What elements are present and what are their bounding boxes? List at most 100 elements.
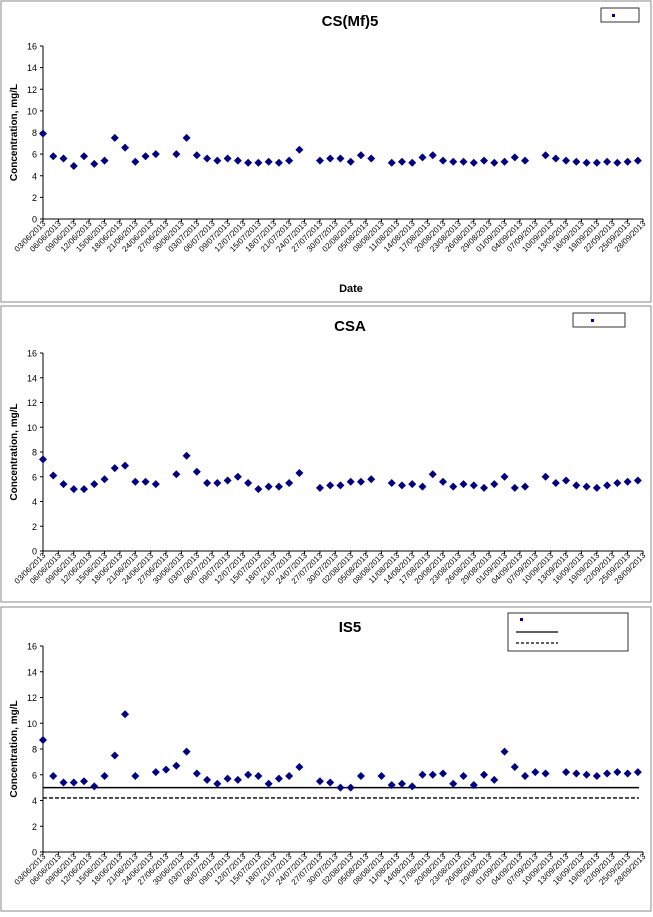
- data-point: [613, 478, 622, 487]
- data-point: [490, 775, 499, 784]
- data-point: [480, 483, 489, 492]
- y-tick-label: 12: [27, 693, 37, 703]
- data-point: [397, 481, 406, 490]
- data-point: [315, 777, 324, 786]
- data-point: [151, 768, 160, 777]
- data-point: [203, 775, 212, 784]
- y-tick-label: 2: [32, 522, 37, 532]
- data-point: [603, 481, 612, 490]
- data-point: [203, 154, 212, 163]
- data-point: [69, 778, 78, 787]
- data-point: [69, 162, 78, 171]
- data-point: [69, 485, 78, 494]
- data-point: [336, 783, 345, 792]
- data-point: [141, 152, 150, 161]
- data-point: [418, 482, 427, 491]
- data-point: [192, 467, 201, 476]
- data-point: [49, 471, 58, 480]
- data-point: [428, 151, 437, 160]
- data-point: [572, 769, 581, 778]
- data-point: [254, 485, 263, 494]
- data-point: [223, 154, 232, 163]
- data-point: [346, 477, 355, 486]
- data-point: [100, 156, 109, 165]
- data-point: [285, 772, 294, 781]
- y-tick-label: 8: [32, 745, 37, 755]
- y-tick-label: 4: [32, 796, 37, 806]
- legend: [600, 7, 640, 23]
- data-point: [264, 779, 273, 788]
- data-point: [572, 481, 581, 490]
- data-point: [367, 154, 376, 163]
- data-point: [315, 483, 324, 492]
- data-point: [521, 156, 530, 165]
- data-point: [408, 158, 417, 167]
- data-point: [633, 768, 642, 777]
- data-point: [356, 151, 365, 160]
- data-point: [110, 464, 119, 473]
- data-point: [510, 763, 519, 772]
- data-point: [213, 156, 222, 165]
- data-point: [633, 476, 642, 485]
- y-tick-label: 0: [32, 547, 37, 557]
- data-point: [541, 151, 550, 160]
- data-point: [551, 154, 560, 163]
- data-point: [562, 156, 571, 165]
- data-point: [582, 482, 591, 491]
- data-point: [49, 152, 58, 161]
- y-tick-label: 8: [32, 128, 37, 138]
- y-tick-label: 16: [27, 42, 37, 52]
- data-point: [510, 153, 519, 162]
- data-point: [480, 156, 489, 165]
- chart-title: CSA: [334, 318, 366, 335]
- data-point: [459, 157, 468, 166]
- data-point: [213, 478, 222, 487]
- data-point: [244, 770, 253, 779]
- data-point: [449, 157, 458, 166]
- data-point: [408, 480, 417, 489]
- legend: [507, 612, 629, 652]
- x-axis-label: Date: [339, 283, 363, 295]
- y-tick-label: 6: [32, 472, 37, 482]
- data-point: [572, 157, 581, 166]
- data-point: [90, 480, 99, 489]
- y-tick-label: 2: [32, 822, 37, 832]
- data-point: [39, 735, 47, 744]
- data-point: [582, 770, 591, 779]
- data-point: [500, 472, 509, 481]
- data-point: [254, 772, 263, 781]
- data-point: [121, 461, 130, 470]
- y-tick-label: 14: [27, 63, 37, 73]
- data-point: [613, 158, 622, 167]
- data-point: [326, 154, 335, 163]
- data-point: [367, 475, 376, 484]
- data-point: [192, 769, 201, 778]
- data-point: [151, 150, 160, 159]
- data-point: [562, 768, 571, 777]
- data-point: [387, 781, 396, 790]
- y-tick-label: 4: [32, 497, 37, 507]
- data-point: [582, 158, 591, 167]
- data-point: [233, 156, 242, 165]
- y-tick-label: 4: [32, 171, 37, 181]
- data-point: [326, 778, 335, 787]
- chart-frame: [0, 305, 652, 603]
- data-point: [562, 476, 571, 485]
- data-point: [39, 455, 47, 464]
- data-point: [469, 481, 478, 490]
- data-point: [623, 769, 632, 778]
- legend-marker: [591, 319, 594, 322]
- legend-box: [572, 312, 626, 328]
- data-point: [397, 779, 406, 788]
- data-point: [274, 482, 283, 491]
- data-point: [274, 774, 283, 783]
- data-point: [49, 772, 58, 781]
- data-point: [551, 478, 560, 487]
- data-point: [59, 480, 68, 489]
- data-point: [490, 158, 499, 167]
- data-point: [387, 478, 396, 487]
- data-point: [244, 158, 253, 167]
- data-point: [623, 477, 632, 486]
